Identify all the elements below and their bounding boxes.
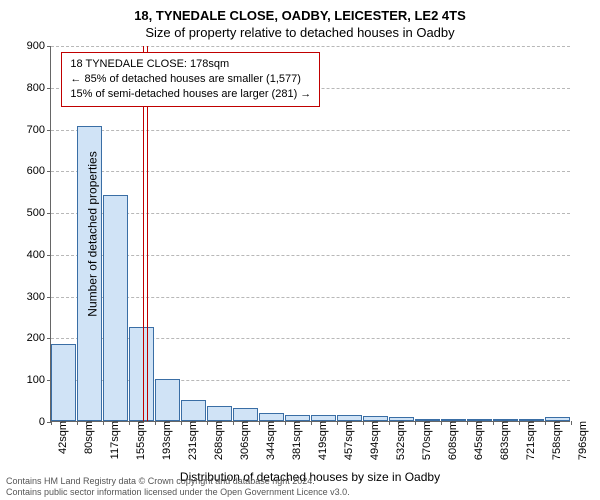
chart-container: 010020030040050060070080090042sqm80sqm11… — [50, 46, 570, 422]
x-tick-label: 683sqm — [493, 421, 511, 460]
annotation-line: 15% of semi-detached houses are larger (… — [70, 87, 311, 102]
y-tick-mark — [47, 88, 51, 89]
x-tick-label: 419sqm — [311, 421, 329, 460]
footer-line-2: Contains public sector information licen… — [6, 487, 594, 498]
x-tick-label: 494sqm — [363, 421, 381, 460]
histogram-bar — [129, 327, 154, 421]
histogram-bar — [103, 195, 128, 421]
chart-title-sub: Size of property relative to detached ho… — [0, 23, 600, 40]
grid-line — [51, 130, 570, 131]
histogram-bar — [233, 408, 258, 421]
grid-line — [51, 297, 570, 298]
x-tick-label: 570sqm — [415, 421, 433, 460]
footer-attribution: Contains HM Land Registry data © Crown c… — [0, 474, 600, 500]
y-tick-mark — [47, 46, 51, 47]
plot-area: 010020030040050060070080090042sqm80sqm11… — [50, 46, 570, 422]
y-tick-mark — [47, 255, 51, 256]
x-tick-label: 155sqm — [129, 421, 147, 460]
y-tick-mark — [47, 338, 51, 339]
y-axis-label: Number of detached properties — [86, 151, 100, 316]
histogram-bar — [155, 379, 180, 421]
annotation-box: 18 TYNEDALE CLOSE: 178sqm← 85% of detach… — [61, 52, 320, 107]
annotation-line: 18 TYNEDALE CLOSE: 178sqm — [70, 57, 311, 72]
x-tick-label: 608sqm — [441, 421, 459, 460]
x-tick-label: 796sqm — [571, 421, 589, 460]
grid-line — [51, 171, 570, 172]
footer-line-1: Contains HM Land Registry data © Crown c… — [6, 476, 594, 487]
grid-line — [51, 46, 570, 47]
x-tick-label: 193sqm — [155, 421, 173, 460]
x-tick-label: 268sqm — [207, 421, 225, 460]
y-tick-mark — [47, 130, 51, 131]
x-tick-label: 758sqm — [545, 421, 563, 460]
histogram-bar — [51, 344, 76, 421]
y-tick-mark — [47, 297, 51, 298]
histogram-bar — [207, 406, 232, 421]
histogram-bar — [181, 400, 206, 421]
x-tick-label: 306sqm — [233, 421, 251, 460]
annotation-line: ← 85% of detached houses are smaller (1,… — [70, 72, 311, 87]
x-tick-label: 42sqm — [51, 421, 69, 454]
x-tick-label: 457sqm — [337, 421, 355, 460]
x-tick-label: 721sqm — [519, 421, 537, 460]
x-tick-label: 645sqm — [467, 421, 485, 460]
grid-line — [51, 255, 570, 256]
y-tick-mark — [47, 171, 51, 172]
x-tick-label: 344sqm — [259, 421, 277, 460]
x-tick-label: 381sqm — [285, 421, 303, 460]
x-tick-label: 80sqm — [77, 421, 95, 454]
y-tick-mark — [47, 213, 51, 214]
x-tick-label: 532sqm — [389, 421, 407, 460]
x-tick-label: 231sqm — [181, 421, 199, 460]
grid-line — [51, 213, 570, 214]
chart-title-main: 18, TYNEDALE CLOSE, OADBY, LEICESTER, LE… — [0, 0, 600, 23]
histogram-bar — [259, 413, 284, 421]
x-tick-label: 117sqm — [103, 421, 121, 459]
